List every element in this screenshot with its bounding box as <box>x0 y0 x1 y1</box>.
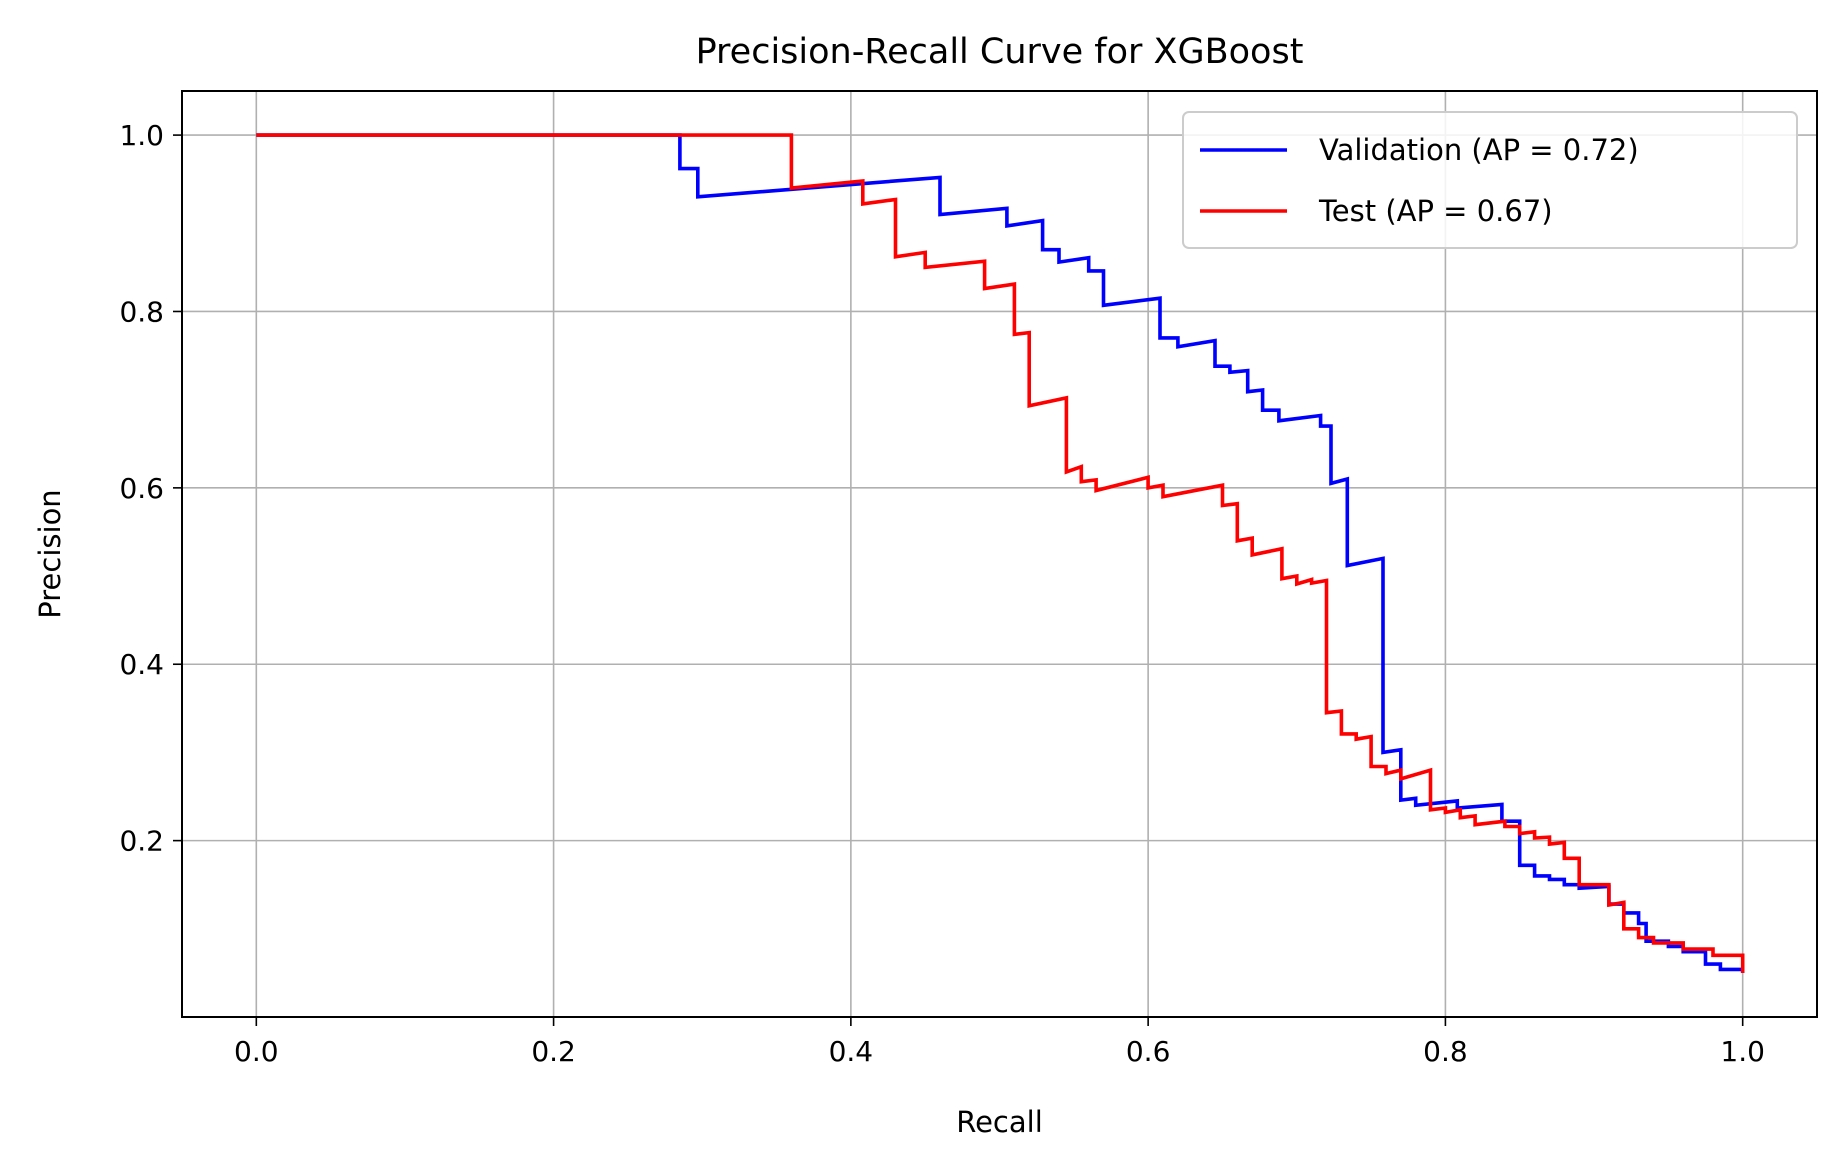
y-tick-label: 0.8 <box>119 295 164 328</box>
x-tick-label: 0.6 <box>1126 1035 1171 1068</box>
legend-label: Test (AP = 0.67) <box>1318 194 1553 228</box>
x-tick-label: 0.4 <box>829 1035 874 1068</box>
y-tick-label: 0.6 <box>119 472 164 505</box>
x-axis-label: Recall <box>956 1105 1043 1139</box>
ticks: 0.0 0.2 0.4 0.6 0.8 1.0 0.2 0.4 0.6 0.8 1.0 <box>119 119 1764 1068</box>
series-line-0 <box>256 133 1745 973</box>
x-tick-label: 0.0 <box>234 1035 279 1068</box>
axes-frame <box>181 90 1818 1018</box>
x-tick-label: 1.0 <box>1720 1035 1765 1068</box>
chart-title: Precision-Recall Curve for XGBoost <box>696 32 1304 72</box>
legend-box <box>1182 111 1798 249</box>
y-tick-label: 0.2 <box>119 825 164 858</box>
series-lines <box>256 133 1745 973</box>
y-axis-label: Precision <box>33 489 67 618</box>
legend-label: Validation (AP = 0.72) <box>1319 133 1639 167</box>
y-tick-label: 0.4 <box>119 648 164 681</box>
x-tick-label: 0.8 <box>1423 1035 1468 1068</box>
series-line-1 <box>256 133 1745 973</box>
legend: Validation (AP = 0.72) Test (AP = 0.67) <box>1182 111 1798 249</box>
y-tick-label: 1.0 <box>119 119 164 152</box>
x-tick-label: 0.2 <box>531 1035 576 1068</box>
